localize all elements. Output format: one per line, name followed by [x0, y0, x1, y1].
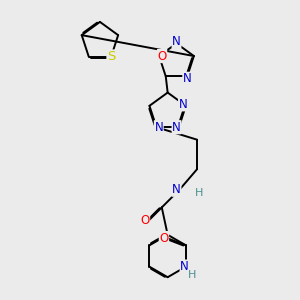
Text: N: N [172, 183, 181, 196]
Text: H: H [194, 188, 203, 198]
Text: O: O [158, 50, 167, 62]
Text: H: H [188, 270, 196, 280]
Text: O: O [159, 232, 169, 244]
Text: N: N [183, 72, 192, 85]
Text: O: O [140, 214, 150, 227]
Text: N: N [154, 121, 163, 134]
Text: N: N [172, 121, 181, 134]
Text: N: N [178, 98, 187, 111]
Text: N: N [172, 34, 181, 48]
Text: N: N [180, 260, 189, 273]
Text: S: S [107, 50, 116, 63]
